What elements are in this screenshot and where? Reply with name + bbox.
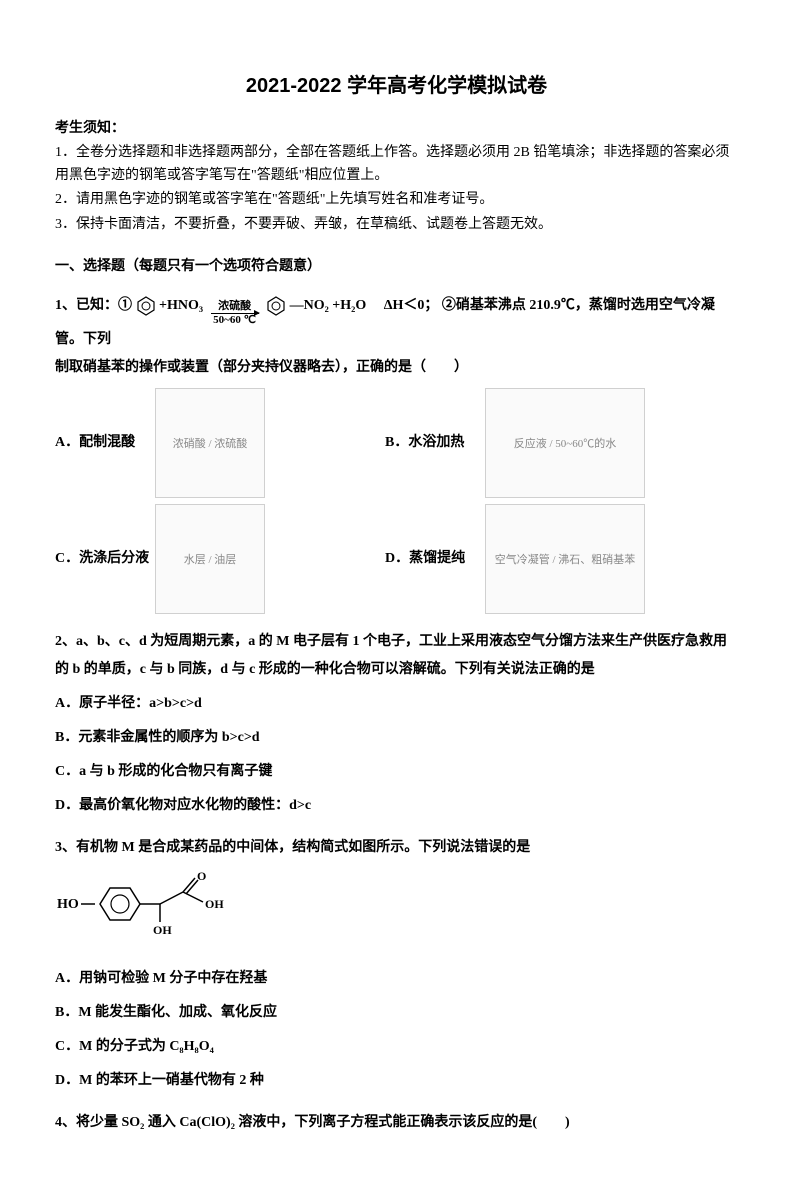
q2-stem: 2、a、b、c、d 为短周期元素，a 的 M 电子层有 1 个电子，工业上采用液… bbox=[55, 628, 738, 684]
benzene-icon bbox=[136, 296, 156, 316]
q1-row-cd: C．洗涤后分液 水层 / 油层 D．蒸馏提纯 空气冷凝管 / 沸石、粗硝基苯 bbox=[55, 504, 738, 614]
q3-choice-a: A．用钠可检验 M 分子中存在羟基 bbox=[55, 965, 738, 993]
mol-o-label: O bbox=[197, 869, 206, 883]
reaction-arrow: 浓硫酸 50~60 ℃ bbox=[211, 301, 259, 326]
mol-oh1-label: OH bbox=[205, 897, 224, 911]
q3-choice-d: D．M 的苯环上一硝基代物有 2 种 bbox=[55, 1067, 738, 1095]
instructions-heading: 考生须知： bbox=[55, 118, 738, 140]
section-heading: 一、选择题（每题只有一个选项符合题意） bbox=[55, 256, 738, 278]
question-3: 3、有机物 M 是合成某药品的中间体，结构简式如图所示。下列说法错误的是 HO … bbox=[55, 834, 738, 1095]
instruction-line: 1．全卷分选择题和非选择题两部分，全部在答题纸上作答。选择题必须用 2B 铅笔填… bbox=[55, 142, 738, 187]
q3-choice-c: C．M 的分子式为 C₈H₈O₄ bbox=[55, 1033, 738, 1061]
q1-product: —NO₂ +H₂O bbox=[290, 298, 367, 313]
arrow-shaft-icon bbox=[211, 313, 259, 314]
q3-choice-b: B．M 能发生酯化、加成、氧化反应 bbox=[55, 999, 738, 1027]
question-1: 1、已知：① +HNO₃ 浓硫酸 50~60 ℃ —NO₂ +H₂O ΔH＜0；… bbox=[55, 292, 738, 614]
q2-choice-d: D．最高价氧化物对应水化物的酸性：d>c bbox=[55, 792, 738, 820]
q1-hno3: +HNO₃ bbox=[159, 298, 203, 313]
mol-ho-label: HO bbox=[57, 897, 79, 912]
arrow-under-text: 50~60 ℃ bbox=[213, 314, 256, 326]
q2-choice-c: C．a 与 b 形成的化合物只有离子键 bbox=[55, 758, 738, 786]
q1-row-ab: A．配制混酸 浓硝酸 / 浓硫酸 B．水浴加热 反应液 / 50~60℃的水 bbox=[55, 388, 738, 498]
mol-oh2-label: OH bbox=[153, 923, 172, 937]
page-title: 2021-2022 学年高考化学模拟试卷 bbox=[55, 70, 738, 102]
q1-opt-a-label: A．配制混酸 bbox=[55, 429, 155, 457]
q1-opt-c: C．洗涤后分液 水层 / 油层 bbox=[55, 504, 385, 614]
q1-opt-d: D．蒸馏提纯 空气冷凝管 / 沸石、粗硝基苯 bbox=[385, 504, 715, 614]
q1-opt-b: B．水浴加热 反应液 / 50~60℃的水 bbox=[385, 388, 715, 498]
q1-dh: ΔH＜0； bbox=[384, 298, 439, 313]
question-2: 2、a、b、c、d 为短周期元素，a 的 M 电子层有 1 个电子，工业上采用液… bbox=[55, 628, 738, 820]
q1-line2-text: 制取硝基苯的操作或装置（部分夹持仪器略去），正确的是（ ） bbox=[55, 360, 468, 375]
question-4: 4、将少量 SO₂ 通入 Ca(ClO)₂ 溶液中，下列离子方程式能正确表示该反… bbox=[55, 1109, 738, 1137]
q1-figure-c: 水层 / 油层 bbox=[155, 504, 265, 614]
q1-stem-line2: 制取硝基苯的操作或装置（部分夹持仪器略去），正确的是（ ） bbox=[55, 354, 738, 382]
q4-stem: 4、将少量 SO₂ 通入 Ca(ClO)₂ 溶液中，下列离子方程式能正确表示该反… bbox=[55, 1109, 738, 1137]
q2-choice-a: A．原子半径：a>b>c>d bbox=[55, 690, 738, 718]
q1-opt-a: A．配制混酸 浓硝酸 / 浓硫酸 bbox=[55, 388, 385, 498]
instruction-line: 2．请用黑色字迹的钢笔或答字笔在"答题纸"上先填写姓名和准考证号。 bbox=[55, 189, 738, 211]
q1-opt-b-label: B．水浴加热 bbox=[385, 429, 485, 457]
q1-figure-d: 空气冷凝管 / 沸石、粗硝基苯 bbox=[485, 504, 645, 614]
q1-opt-d-label: D．蒸馏提纯 bbox=[385, 545, 485, 573]
q2-choice-b: B．元素非金属性的顺序为 b>c>d bbox=[55, 724, 738, 752]
q1-opt-c-label: C．洗涤后分液 bbox=[55, 545, 155, 573]
instruction-line: 3．保持卡面清洁，不要折叠，不要弄破、弄皱，在草稿纸、试题卷上答题无效。 bbox=[55, 214, 738, 236]
instructions-block: 考生须知： 1．全卷分选择题和非选择题两部分，全部在答题纸上作答。选择题必须用 … bbox=[55, 118, 738, 236]
q3-molecule-figure: HO OH O OH bbox=[55, 868, 235, 949]
q3-stem: 3、有机物 M 是合成某药品的中间体，结构简式如图所示。下列说法错误的是 bbox=[55, 834, 738, 862]
q1-figure-b: 反应液 / 50~60℃的水 bbox=[485, 388, 645, 498]
q1-stem: 1、已知：① +HNO₃ 浓硫酸 50~60 ℃ —NO₂ +H₂O ΔH＜0；… bbox=[55, 292, 738, 354]
benzene-icon bbox=[266, 296, 286, 316]
q1-prefix: 1、已知：① bbox=[55, 298, 132, 313]
q1-figure-a: 浓硝酸 / 浓硫酸 bbox=[155, 388, 265, 498]
